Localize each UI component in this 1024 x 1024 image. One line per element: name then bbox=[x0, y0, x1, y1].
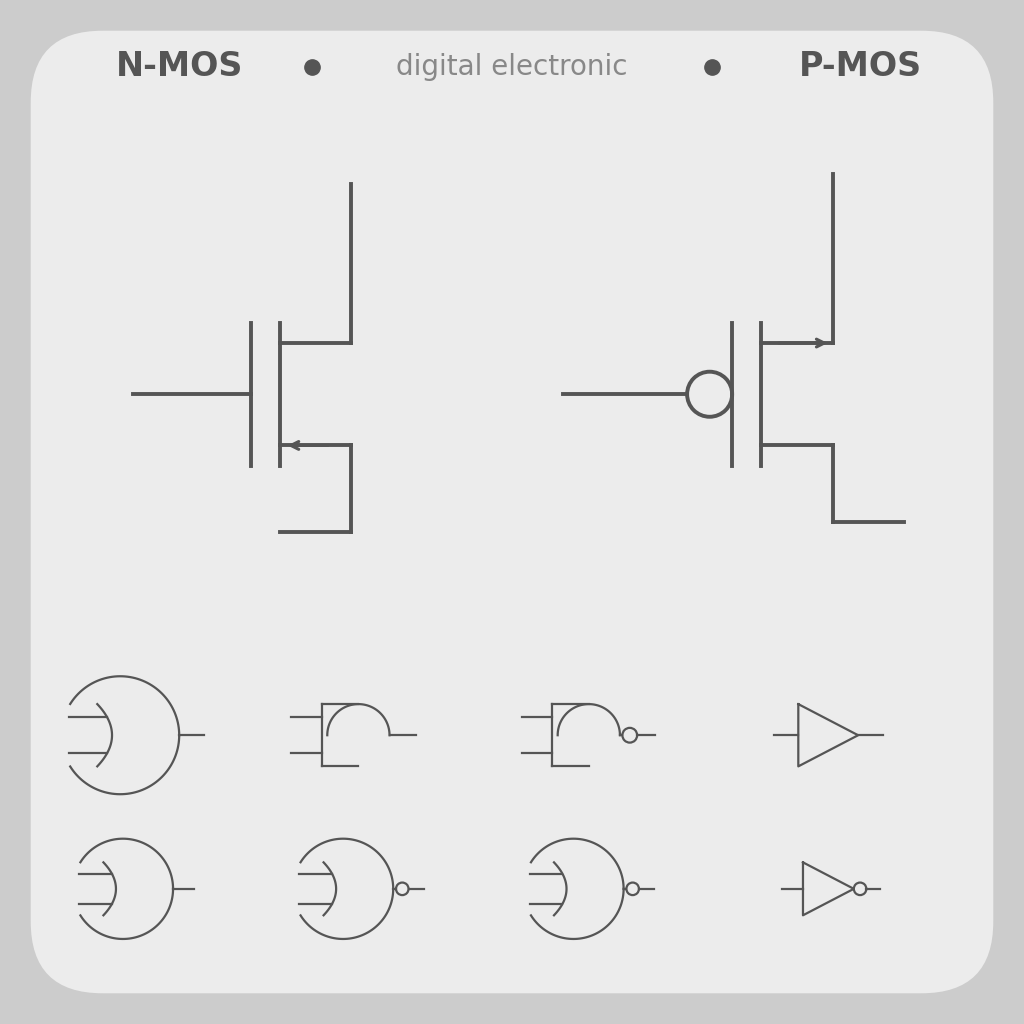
Text: N-MOS: N-MOS bbox=[116, 50, 243, 83]
Text: P-MOS: P-MOS bbox=[799, 50, 922, 83]
Text: digital electronic: digital electronic bbox=[396, 52, 628, 81]
